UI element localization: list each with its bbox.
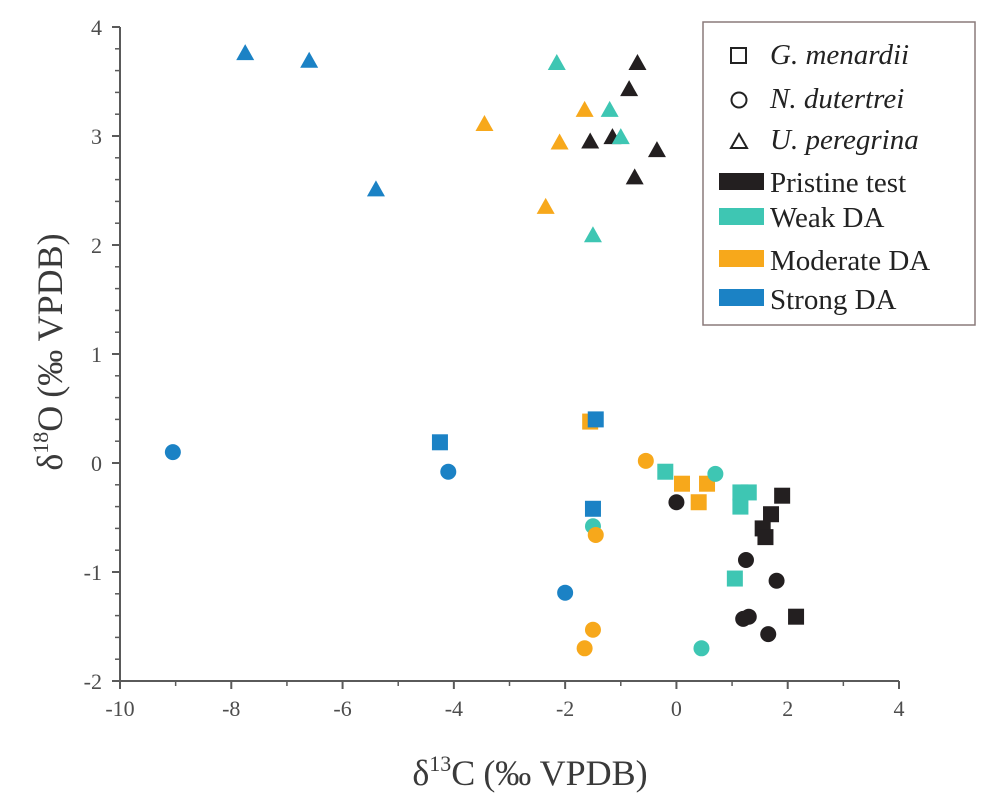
x-tick-label: -8: [222, 696, 240, 721]
x-tick-label: -2: [556, 696, 574, 721]
data-point-triangle: [475, 115, 494, 132]
data-point-triangle: [581, 132, 600, 149]
data-point-square: [788, 608, 805, 625]
legend-circle-icon: [730, 91, 748, 109]
legend-entry-weak-da: Weak DA: [719, 202, 884, 234]
y-tick-label: 4: [91, 15, 102, 40]
data-point-triangle: [625, 168, 644, 185]
data-point-triangle: [550, 133, 569, 150]
legend-swatch: [719, 208, 764, 225]
legend-entry-moderate-da: Moderate DA: [719, 245, 930, 277]
data-point-triangle: [236, 44, 255, 61]
data-point-circle: [768, 572, 785, 589]
x-tick-label: 0: [671, 696, 682, 721]
y-tick-label: -1: [84, 560, 102, 585]
legend-label: Strong DA: [770, 284, 897, 316]
y-axis-ticks: -2 -1 0 1 2 3 4: [84, 15, 120, 694]
legend: G. menardii N. dutertrei U. peregrina Pr…: [702, 21, 976, 326]
data-point-triangle: [366, 180, 385, 197]
y-tick-label: 0: [91, 451, 102, 476]
data-point-square: [431, 434, 448, 451]
x-tick-label: -6: [333, 696, 351, 721]
legend-label: U. peregrina: [770, 124, 919, 156]
data-point-triangle: [547, 53, 566, 70]
data-point-circle: [440, 463, 457, 480]
y-tick-label: 1: [91, 342, 102, 367]
data-point-circle: [587, 526, 604, 543]
legend-entry-pristine-test: Pristine test: [719, 167, 906, 199]
legend-label: G. menardii: [770, 39, 909, 71]
data-point-triangle: [300, 51, 319, 68]
data-point-triangle: [600, 100, 619, 117]
data-point-circle: [737, 552, 754, 569]
x-tick-label: -4: [445, 696, 463, 721]
data-point-circle: [668, 494, 685, 511]
data-point-square: [584, 500, 601, 517]
legend-swatch: [719, 173, 764, 190]
data-point-circle: [707, 465, 724, 482]
data-point-square: [774, 487, 791, 504]
data-point-square: [757, 529, 774, 546]
data-point-triangle: [620, 80, 639, 97]
y-axis-title: δ18O(‰ VPDB): [28, 233, 70, 470]
data-point-square: [740, 484, 757, 501]
data-point-circle: [693, 640, 710, 657]
legend-entry-strong-da: Strong DA: [719, 284, 897, 316]
data-point-triangle: [647, 141, 666, 158]
legend-label: N. dutertrei: [769, 83, 904, 115]
y-tick-label: 2: [91, 233, 102, 258]
x-tick-label: -10: [105, 696, 134, 721]
x-tick-label: 4: [894, 696, 905, 721]
legend-entry-u-peregrina: U. peregrina: [729, 124, 919, 156]
data-point-triangle: [575, 100, 594, 117]
x-axis-ticks: -10 -8 -6 -4 -2 0 2 4: [105, 681, 905, 721]
data-point-circle: [557, 584, 574, 601]
data-point-circle: [735, 610, 752, 627]
data-point-circle: [576, 640, 593, 657]
legend-entry-g-menardii: G. menardii: [730, 39, 909, 71]
legend-swatch: [719, 250, 764, 267]
data-point-square: [587, 411, 604, 428]
legend-label: Pristine test: [770, 167, 906, 199]
y-tick-label: -2: [84, 669, 102, 694]
legend-square-icon: [730, 47, 747, 64]
data-point-triangle: [611, 128, 630, 145]
data-point-triangle: [583, 226, 602, 243]
legend-frame: [702, 21, 976, 326]
data-point-square: [726, 570, 743, 587]
data-point-square: [732, 498, 749, 515]
x-axis-title: δ13C (‰ VPDB): [412, 751, 647, 793]
data-point-circle: [637, 452, 654, 469]
data-point-square: [690, 494, 707, 511]
data-point-square: [763, 506, 780, 523]
data-point-square: [673, 475, 690, 492]
legend-label: Weak DA: [770, 202, 884, 234]
legend-triangle-icon: [729, 131, 749, 149]
data-point-circle: [760, 626, 777, 643]
data-point-square: [657, 463, 674, 480]
plot-marks: [164, 44, 805, 657]
data-point-circle: [584, 621, 601, 638]
legend-swatch: [719, 289, 764, 306]
y-tick-label: 3: [91, 124, 102, 149]
data-point-triangle: [628, 53, 647, 70]
data-point-triangle: [536, 197, 555, 214]
legend-label: Moderate DA: [770, 245, 930, 277]
data-point-circle: [164, 444, 181, 461]
legend-entry-n-dutertrei: N. dutertrei: [730, 83, 904, 115]
x-tick-label: 2: [782, 696, 793, 721]
